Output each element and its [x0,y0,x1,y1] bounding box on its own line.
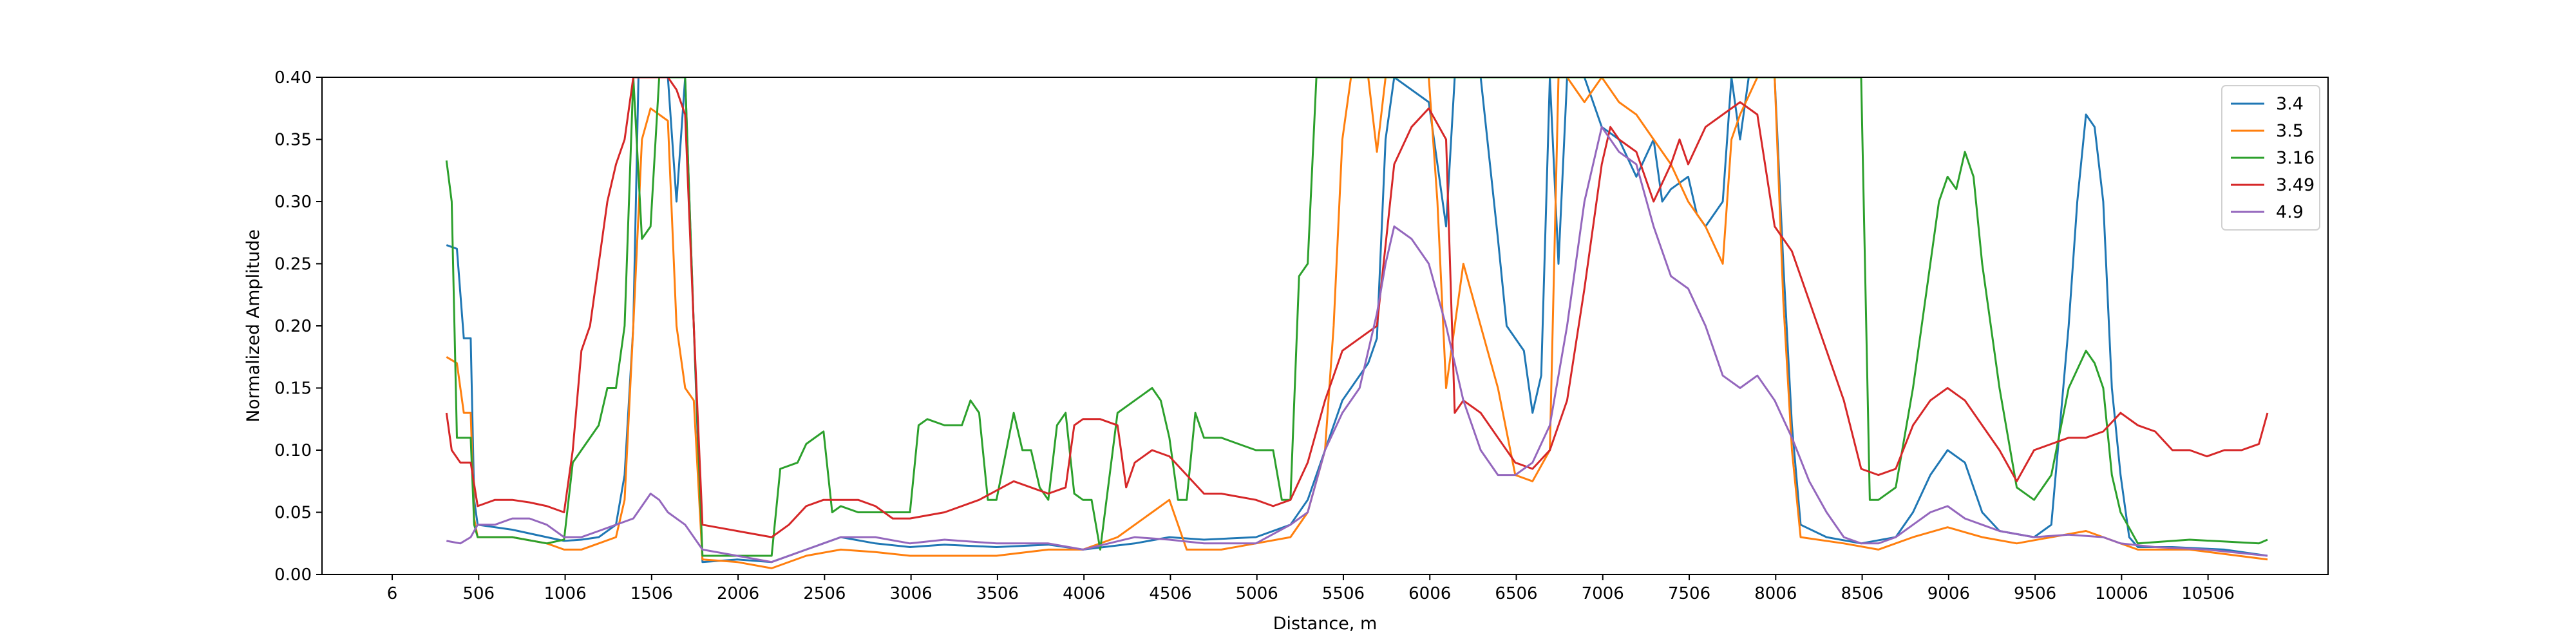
x-tick-label: 9006 [1927,584,1970,603]
x-tick-label: 10506 [2181,584,2235,603]
plot-area-frame [321,77,2329,575]
x-tick-label: 3506 [976,584,1019,603]
x-tick-label: 6506 [1495,584,1537,603]
y-axis-title: Normalized Amplitude [243,229,263,422]
y-tick-label: 0.25 [274,255,312,274]
x-tick-label: 2506 [803,584,846,603]
x-axis-title: Distance, m [1273,614,1378,634]
series-line-3-4 [446,77,2268,564]
series-line-3-49 [445,77,2269,538]
x-tick-label: 506 [462,584,495,603]
x-tick-label: 6006 [1408,584,1451,603]
series-line-3-5 [446,77,2268,569]
y-tick-label: 0.15 [274,379,312,399]
y-tick-label: 0.35 [274,131,312,150]
legend-label: 4.9 [2276,202,2304,222]
series-line-3-16 [445,77,2268,557]
x-tick-label: 1506 [630,584,673,603]
legend-label: 3.16 [2276,148,2315,168]
y-tick-label: 0.05 [274,504,312,523]
x-tick-label: 2006 [717,584,759,603]
y-tick-label: 0.40 [274,68,312,88]
x-tick-label: 8506 [1841,584,1883,603]
legend-label: 3.5 [2276,121,2304,141]
y-tick-label: 0.30 [274,193,312,212]
legend-label: 3.4 [2276,94,2304,114]
y-tick-label: 0.10 [274,441,312,460]
y-tick-label: 0.20 [274,317,312,336]
x-tick-label: 4006 [1063,584,1105,603]
y-tick-label: 0.00 [274,565,312,585]
x-tick-label: 5006 [1236,584,1278,603]
x-tick-label: 3006 [890,584,933,603]
y-axis: 0.00 0.05 0.10 0.15 0.20 0.25 0.30 0.35 0.40 [274,68,322,585]
x-tick-label: 5506 [1322,584,1365,603]
legend-box [2221,85,2320,231]
x-tick-label: 6 [387,584,398,603]
x-axis: 6 506 1006 1506 2006 2506 3006 3506 4006 4506 5006… [387,574,2235,603]
x-tick-label: 7006 [1582,584,1624,603]
series-layer [445,77,2269,569]
x-tick-label: 9506 [2014,584,2056,603]
series-line-4-9 [446,126,2268,564]
x-tick-label: 10006 [2095,584,2148,603]
x-tick-label: 8006 [1754,584,1797,603]
x-tick-label: 7506 [1668,584,1710,603]
x-tick-label: 1006 [544,584,586,603]
legend-label: 3.49 [2276,175,2315,195]
x-tick-label: 4506 [1149,584,1191,603]
legend: 3.4 3.5 3.16 3.49 4.9 [2221,85,2320,231]
